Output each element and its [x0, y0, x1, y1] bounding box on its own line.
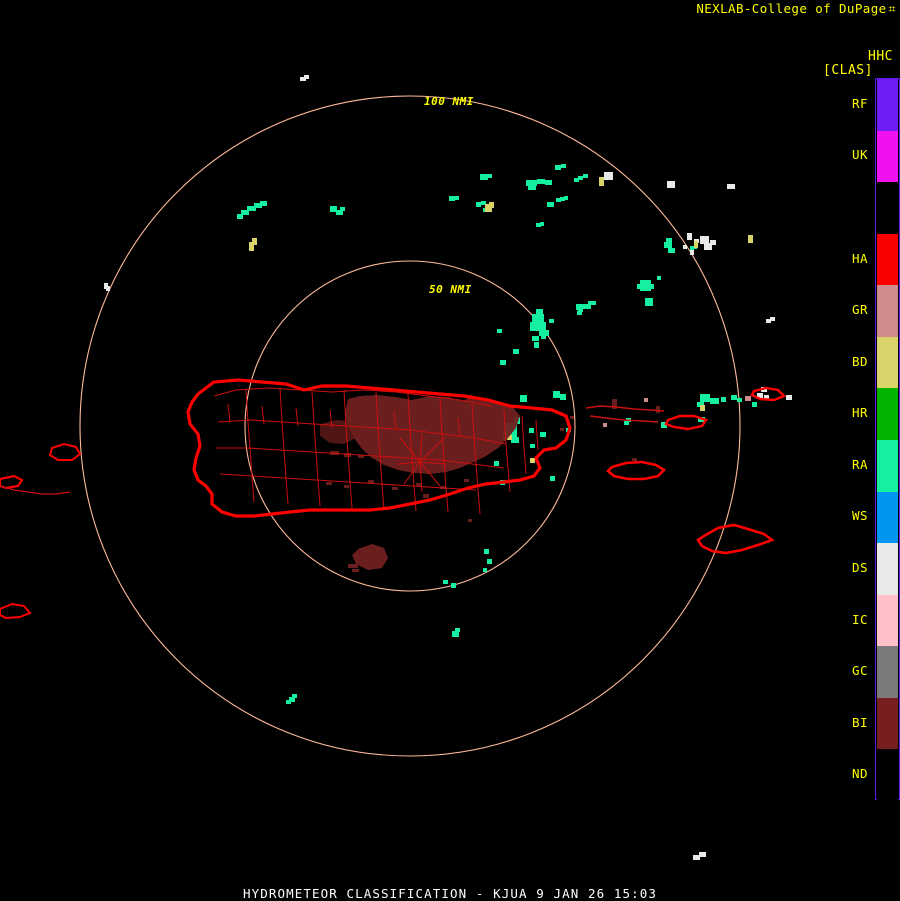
legend-swatch-wet-snow	[877, 491, 898, 545]
cod-logo-icon: ⌗	[888, 1, 896, 16]
legend-swatch-no-data	[877, 749, 898, 803]
range-ring-50nmi	[244, 260, 576, 592]
range-ring-100nmi	[79, 95, 741, 757]
legend-swatch-ice-crystals	[877, 594, 898, 648]
legend-label-no-data: ND	[851, 766, 868, 782]
legend-swatch-graupel	[877, 285, 898, 339]
map-outline-cays-east	[585, 405, 665, 412]
brand-watermark: NEXLAB-College of DuPage ⌗	[696, 2, 896, 16]
legend-title-product: HHC	[868, 49, 893, 64]
map-outline-st-thomas	[750, 386, 787, 402]
legend-colorbar[interactable]	[875, 78, 900, 803]
legend-label-rain: RA	[851, 456, 868, 472]
legend-label-hail: HA	[851, 250, 868, 266]
legend-label-ground-clutter: GC	[851, 663, 868, 679]
radar-plan-view	[0, 24, 820, 874]
map-outline-cays-east-2	[589, 415, 659, 423]
hydrometeor-legend: [CLAS] HHC RF UK HA GR BD HR RA WS DS IC GC BI ND	[815, 45, 900, 815]
echo-group-big-drops	[249, 177, 753, 463]
geography-layer	[0, 378, 787, 620]
brand-text: NEXLAB-College of DuPage	[696, 1, 887, 16]
legend-label-graupel: GR	[851, 302, 868, 318]
map-outline-vieques	[606, 460, 667, 481]
echo-group-graupel	[603, 396, 751, 427]
legend-label-unknown: UK	[851, 147, 868, 163]
legend-swatch-hail	[877, 233, 898, 287]
legend-swatch-gap	[877, 182, 898, 236]
legend-swatch-biological	[877, 697, 898, 751]
legend-swatch-big-drops	[877, 336, 898, 390]
legend-label-dry-snow: DS	[851, 559, 868, 575]
legend-swatch-range-folded	[877, 79, 898, 132]
legend-label-wet-snow: WS	[851, 508, 868, 524]
legend-label-range-folded: RF	[851, 95, 868, 111]
map-outline-hispaniola-detail	[0, 485, 71, 495]
range-rings	[79, 95, 741, 757]
legend-colorbar-segments	[876, 79, 899, 803]
radar-display-canvas[interactable]: 100 NMI 50 NMI	[0, 24, 820, 874]
product-title-bar: HYDROMETEOR CLASSIFICATION - KJUA 9 JAN …	[242, 886, 658, 901]
map-outline-mona	[48, 442, 82, 461]
legend-label-heavy-rain: HR	[851, 405, 868, 421]
map-outline-hispaniola-tip	[0, 474, 24, 490]
map-outline-puerto-rico	[186, 378, 572, 518]
legend-swatch-ground-clutter	[877, 646, 898, 700]
map-outline-st-croix	[696, 523, 775, 555]
legend-label-big-drops: BD	[851, 353, 868, 369]
map-outline-culebra	[664, 414, 708, 431]
legend-swatch-unknown	[877, 130, 898, 184]
legend-label-biological: BI	[851, 714, 868, 730]
legend-title-class: [CLAS]	[823, 63, 873, 78]
legend-swatch-dry-snow	[877, 543, 898, 597]
range-ring-label-100nmi: 100 NMI	[424, 95, 474, 108]
ground-clutter-layer	[320, 395, 660, 572]
legend-label-ice-crystals: IC	[851, 611, 868, 627]
legend-swatch-rain	[877, 440, 898, 493]
legend-swatch-heavy-rain	[877, 388, 898, 442]
range-ring-label-50nmi: 50 NMI	[429, 283, 472, 296]
map-outline-hispaniola-tip-2	[0, 602, 32, 620]
